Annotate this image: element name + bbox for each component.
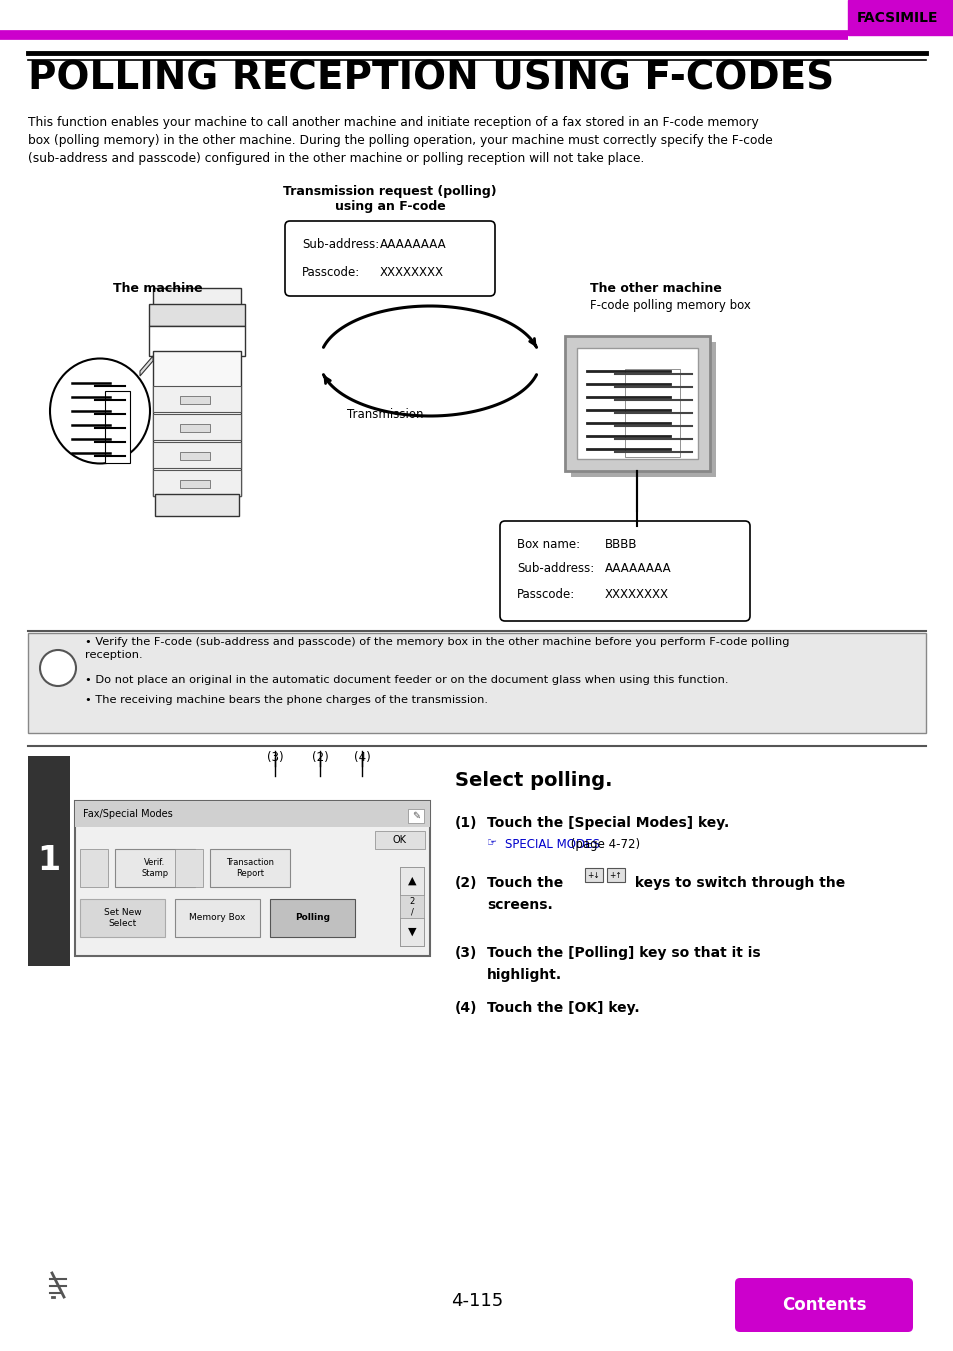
FancyBboxPatch shape [499, 521, 749, 621]
Text: Polling: Polling [294, 913, 330, 923]
Text: (3): (3) [455, 946, 476, 961]
Bar [399, 917, 423, 946]
Text: +↓: +↓ [587, 870, 599, 880]
Bar [149, 304, 245, 326]
Bar [75, 801, 430, 957]
Text: screens.: screens. [486, 898, 552, 912]
Text: Sub-address:: Sub-address: [302, 238, 379, 250]
Bar [152, 288, 241, 305]
Text: SPECIAL MODES: SPECIAL MODES [504, 838, 599, 851]
Bar [847, 0, 953, 35]
Bar [115, 848, 194, 888]
Text: ▼: ▼ [407, 927, 416, 938]
Text: (2): (2) [312, 751, 328, 765]
Text: Transmission request (polling): Transmission request (polling) [283, 185, 497, 199]
Text: Transmission: Transmission [346, 408, 423, 420]
Text: Touch the: Touch the [486, 875, 568, 890]
Text: Touch the [Special Modes] key.: Touch the [Special Modes] key. [486, 816, 728, 830]
Bar [152, 351, 241, 496]
Text: keys to switch through the: keys to switch through the [629, 875, 844, 890]
Text: ▲: ▲ [407, 875, 416, 886]
Text: BBBB: BBBB [604, 538, 637, 550]
Bar [80, 898, 165, 938]
Text: Transaction
Report: Transaction Report [226, 858, 274, 878]
Bar [28, 634, 925, 734]
Bar [564, 336, 709, 471]
Text: This function enables your machine to call another machine and initiate receptio: This function enables your machine to ca… [28, 116, 772, 165]
Text: POLLING RECEPTION USING F-CODES: POLLING RECEPTION USING F-CODES [28, 59, 833, 99]
Bar [105, 390, 130, 463]
Text: AAAAAAAA: AAAAAAAA [604, 562, 671, 576]
Text: Box name:: Box name: [517, 538, 579, 550]
Bar [584, 867, 602, 882]
Bar [152, 442, 241, 467]
Text: The other machine: The other machine [589, 282, 721, 296]
Text: OK: OK [393, 835, 407, 844]
Text: Select polling.: Select polling. [455, 771, 612, 790]
Text: Touch the [OK] key.: Touch the [OK] key. [486, 1001, 639, 1015]
Bar [180, 396, 210, 404]
Bar [174, 898, 260, 938]
Circle shape [40, 650, 76, 686]
Bar [577, 349, 698, 459]
Text: • The receiving machine bears the phone charges of the transmission.: • The receiving machine bears the phone … [85, 694, 488, 705]
Bar [210, 848, 290, 888]
Bar [180, 453, 210, 459]
Bar [80, 848, 108, 888]
Bar [571, 342, 716, 477]
Bar [408, 809, 423, 823]
Text: (4): (4) [455, 1001, 477, 1015]
Text: F-code polling memory box: F-code polling memory box [589, 300, 750, 312]
Text: FACSIMILE: FACSIMILE [857, 11, 938, 26]
Bar [180, 424, 210, 432]
Text: Contents: Contents [781, 1296, 865, 1315]
Text: Verif.
Stamp: Verif. Stamp [141, 858, 169, 878]
Bar [375, 831, 424, 848]
Text: using an F-code: using an F-code [335, 200, 445, 213]
Text: +↑: +↑ [609, 870, 621, 880]
Text: Set New
Select: Set New Select [104, 908, 141, 928]
Text: Fax/Special Modes: Fax/Special Modes [83, 809, 172, 819]
Text: (2): (2) [455, 875, 477, 890]
Text: AAAAAAAA: AAAAAAAA [379, 238, 446, 250]
Text: • Verify the F-code (sub-address and passcode) of the memory box in the other ma: • Verify the F-code (sub-address and pas… [85, 638, 789, 661]
FancyBboxPatch shape [285, 222, 495, 296]
Text: Passcode:: Passcode: [517, 588, 575, 600]
Text: 4-115: 4-115 [451, 1292, 502, 1310]
Bar [624, 369, 679, 457]
Text: Passcode:: Passcode: [302, 266, 360, 280]
Bar [270, 898, 355, 938]
Ellipse shape [50, 358, 150, 463]
Bar [180, 480, 210, 488]
Bar [75, 801, 430, 827]
Bar [149, 326, 245, 357]
Text: highlight.: highlight. [486, 969, 561, 982]
Bar [152, 470, 241, 496]
Text: 2
/: 2 / [409, 897, 415, 917]
Text: (1): (1) [455, 816, 477, 830]
Bar [152, 413, 241, 440]
Text: XXXXXXXX: XXXXXXXX [379, 266, 443, 280]
Text: Memory Box: Memory Box [189, 913, 246, 923]
Text: XXXXXXXX: XXXXXXXX [604, 588, 668, 600]
Bar [154, 494, 239, 516]
Text: Sub-address:: Sub-address: [517, 562, 594, 576]
Text: (3): (3) [267, 751, 283, 765]
Bar [606, 867, 624, 882]
Text: 1: 1 [37, 844, 60, 878]
Bar [399, 867, 423, 894]
Text: The machine: The machine [113, 282, 203, 296]
Bar [28, 757, 70, 966]
Polygon shape [140, 357, 152, 376]
Text: (page 4-72): (page 4-72) [567, 838, 639, 851]
Bar [399, 867, 423, 946]
Bar [174, 848, 203, 888]
Text: (4): (4) [354, 751, 370, 765]
Text: ☞: ☞ [486, 838, 500, 848]
Text: ✎: ✎ [412, 811, 419, 821]
FancyBboxPatch shape [734, 1278, 912, 1332]
Text: • Do not place an original in the automatic document feeder or on the document g: • Do not place an original in the automa… [85, 676, 728, 685]
Bar [152, 386, 241, 412]
Text: Touch the [Polling] key so that it is: Touch the [Polling] key so that it is [486, 946, 760, 961]
